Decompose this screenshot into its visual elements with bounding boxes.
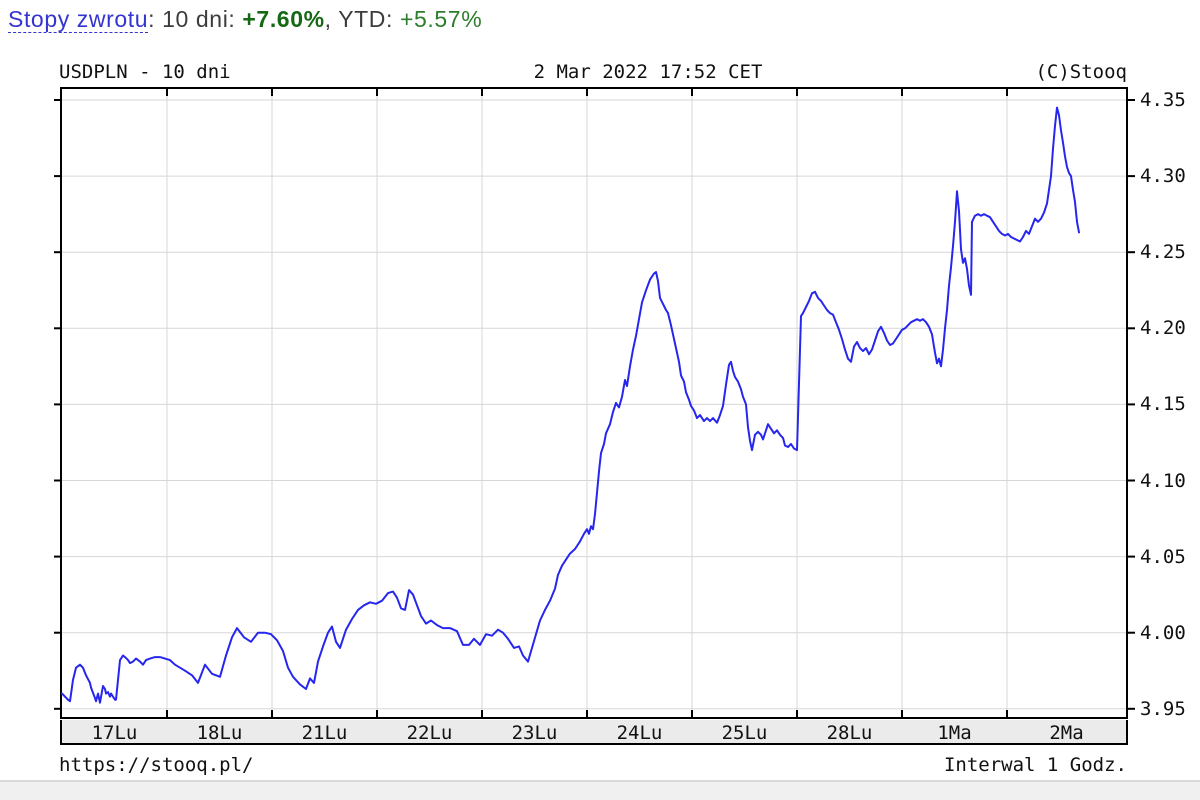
source-url: https://stooq.pl/	[59, 754, 254, 776]
interval-label: Interwal 1 Godz.	[943, 754, 1127, 776]
x-axis-label: 21Lu	[301, 722, 348, 744]
period-return-value: +7.60%	[242, 6, 325, 32]
period-label: 10 dni:	[162, 6, 243, 32]
x-axis-label: 2Ma	[1049, 722, 1084, 744]
x-axis-label: 23Lu	[511, 722, 558, 744]
page-bottom-bar	[0, 780, 1200, 800]
chart-header: USDPLN - 10 dni 2 Mar 2022 17:52 CET (C)…	[0, 61, 1200, 83]
x-axis-label: 28Lu	[826, 722, 873, 744]
y-axis-label: 4.35	[1140, 89, 1186, 111]
x-axis-label: 18Lu	[196, 722, 243, 744]
chart-timestamp: 2 Mar 2022 17:52 CET	[533, 61, 763, 83]
y-axis-label: 3.95	[1140, 698, 1186, 720]
x-axis-label: 22Lu	[406, 722, 453, 744]
chart-footer: https://stooq.pl/ Interwal 1 Godz.	[0, 754, 1200, 776]
price-line-chart	[54, 87, 1135, 719]
returns-separator: :	[148, 6, 163, 32]
y-axis-label: 4.30	[1140, 165, 1186, 187]
x-axis-label: 1Ma	[937, 722, 972, 744]
chart-title: USDPLN - 10 dni	[59, 61, 231, 83]
ytd-label: YTD:	[338, 6, 400, 32]
y-axis-label: 4.00	[1140, 622, 1186, 644]
y-axis-label: 4.05	[1140, 546, 1186, 568]
y-axis-label: 4.20	[1140, 317, 1186, 339]
comma-separator: ,	[324, 6, 339, 32]
y-axis-label: 4.10	[1140, 470, 1186, 492]
chart-copyright: (C)Stooq	[1035, 61, 1127, 83]
x-axis-label: 17Lu	[91, 722, 138, 744]
returns-bar: Stopy zwrotu: 10 dni: +7.60%, YTD: +5.57…	[8, 6, 482, 38]
x-axis-label: 25Lu	[721, 722, 768, 744]
stopy-zwrotu-link[interactable]: Stopy zwrotu	[8, 6, 149, 33]
ytd-return-value: +5.57%	[400, 6, 483, 32]
x-axis-strip	[60, 720, 1128, 745]
y-axis-label: 4.15	[1140, 393, 1186, 415]
x-axis-label: 24Lu	[616, 722, 663, 744]
y-axis-label: 4.25	[1140, 241, 1186, 263]
